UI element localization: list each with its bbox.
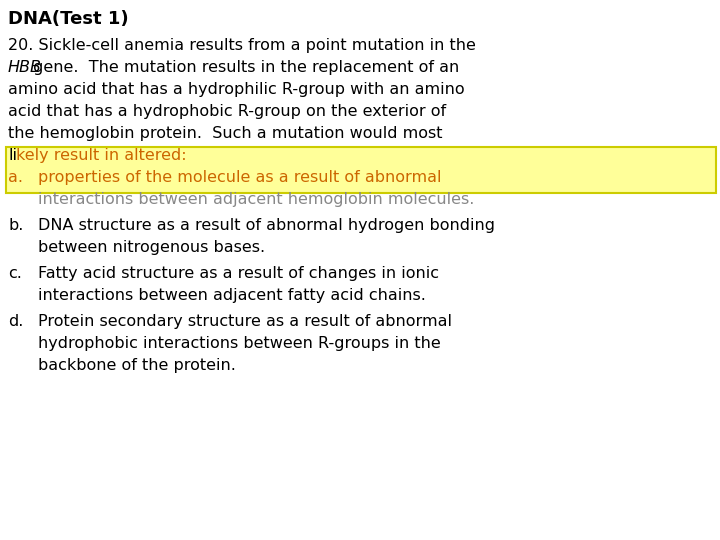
- Text: hydrophobic interactions between R-groups in the: hydrophobic interactions between R-group…: [38, 336, 441, 351]
- Text: 20. Sickle-cell anemia results from a point mutation in the: 20. Sickle-cell anemia results from a po…: [8, 38, 476, 53]
- Text: the hemoglobin protein.  Such a mutation would most: the hemoglobin protein. Such a mutation …: [8, 126, 443, 141]
- Text: kely result in altered:: kely result in altered:: [16, 148, 186, 163]
- Text: DNA structure as a result of abnormal hydrogen bonding: DNA structure as a result of abnormal hy…: [38, 218, 495, 233]
- Text: b.: b.: [8, 218, 23, 233]
- Text: interactions between adjacent hemoglobin molecules.: interactions between adjacent hemoglobin…: [38, 192, 474, 207]
- Text: d.: d.: [8, 314, 23, 329]
- Text: Fatty acid structure as a result of changes in ionic: Fatty acid structure as a result of chan…: [38, 266, 439, 281]
- Text: Protein secondary structure as a result of abnormal: Protein secondary structure as a result …: [38, 314, 452, 329]
- Text: li: li: [8, 148, 17, 163]
- Text: acid that has a hydrophobic R-group on the exterior of: acid that has a hydrophobic R-group on t…: [8, 104, 446, 119]
- Text: backbone of the protein.: backbone of the protein.: [38, 358, 236, 373]
- Text: properties of the molecule as a result of abnormal: properties of the molecule as a result o…: [38, 170, 441, 185]
- Text: interactions between adjacent fatty acid chains.: interactions between adjacent fatty acid…: [38, 288, 426, 303]
- Text: amino acid that has a hydrophilic R-group with an amino: amino acid that has a hydrophilic R-grou…: [8, 82, 464, 97]
- Text: a.: a.: [8, 170, 23, 185]
- Text: c.: c.: [8, 266, 22, 281]
- Bar: [6, 147, 716, 193]
- Text: gene.  The mutation results in the replacement of an: gene. The mutation results in the replac…: [28, 60, 459, 75]
- Text: HBB: HBB: [8, 60, 42, 75]
- Text: DNA(Test 1): DNA(Test 1): [8, 10, 129, 28]
- Text: between nitrogenous bases.: between nitrogenous bases.: [38, 240, 265, 255]
